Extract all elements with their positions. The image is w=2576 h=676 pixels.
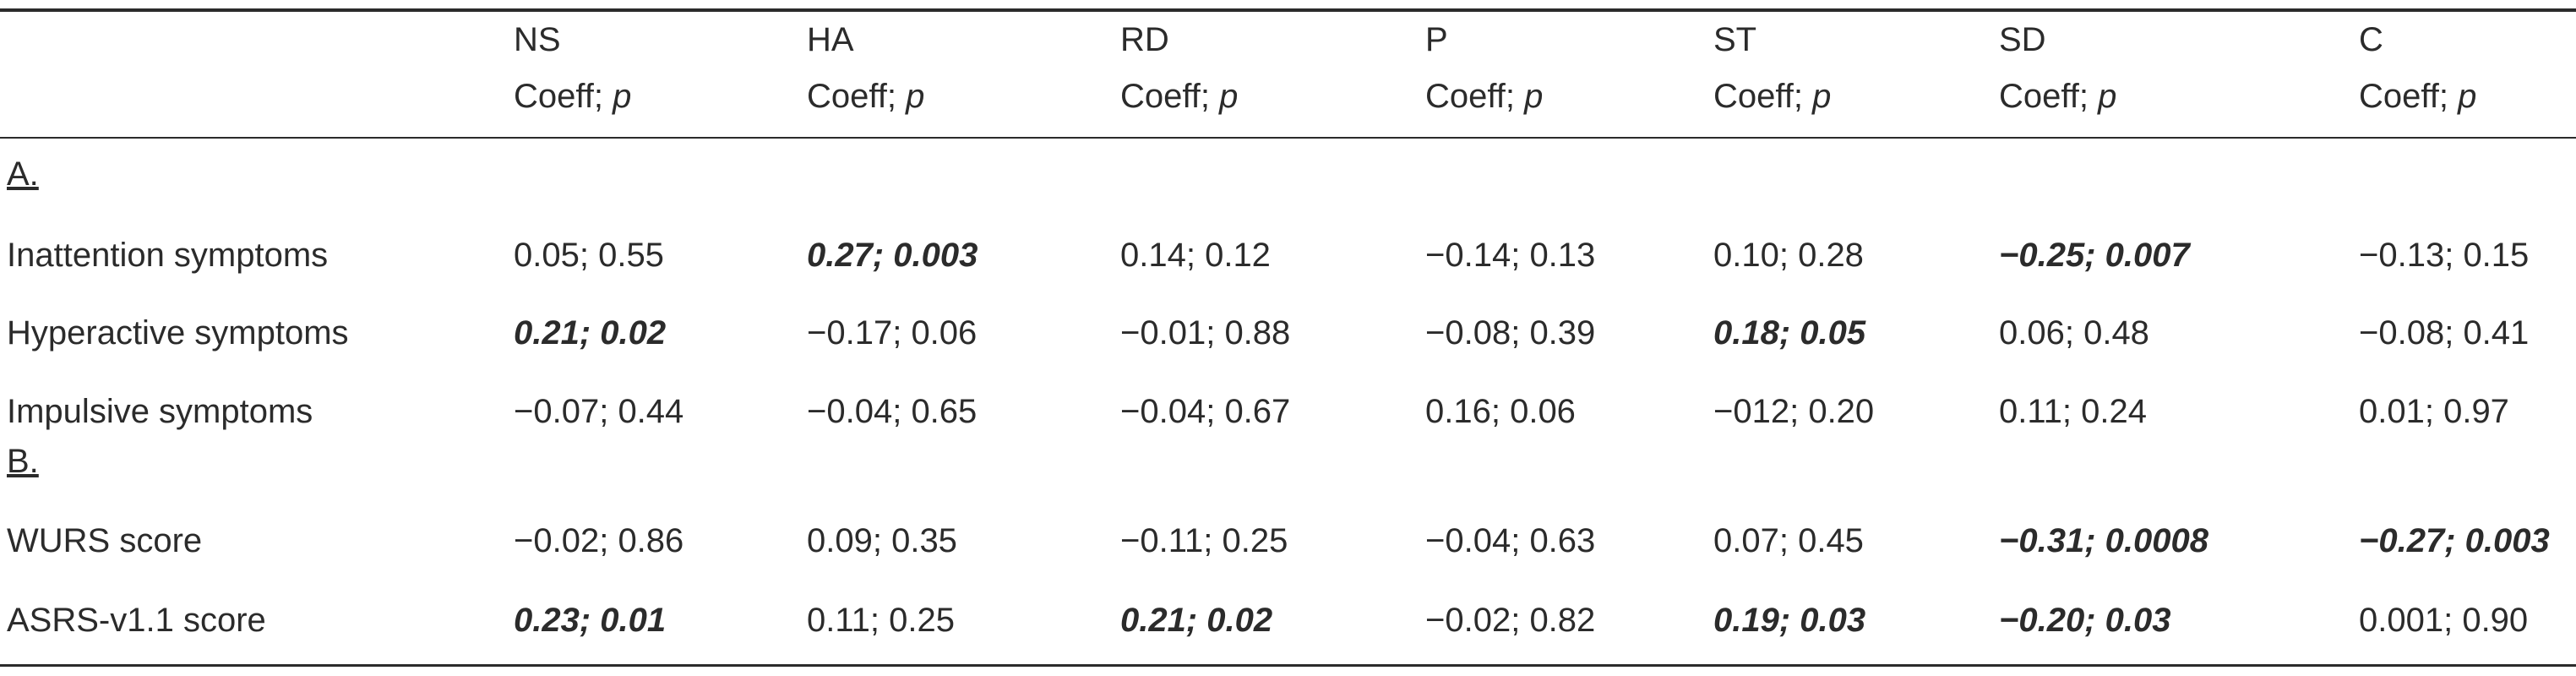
table-cell-c: −0.13; 0.15	[2359, 237, 2530, 274]
column-header-ha: HA	[807, 21, 854, 58]
subheader-coeff-label: Coeff;	[1999, 78, 2099, 115]
table-cell-ns: 0.21; 0.02	[514, 314, 667, 352]
table-cell-sd: −0.20; 0.03	[1999, 602, 2171, 639]
subheader-p-label: p	[1219, 78, 1239, 115]
column-subheader-st: Coeff; p	[1713, 76, 1831, 117]
column-subheader-p: Coeff; p	[1425, 76, 1543, 117]
column-subheader-rd: Coeff; p	[1120, 76, 1238, 117]
subheader-coeff-label: Coeff;	[1425, 78, 1525, 115]
table-cell-st: 0.18; 0.05	[1713, 314, 1866, 352]
table-cell-rd: 0.21; 0.02	[1120, 602, 1273, 639]
table-cell-sd: −0.31; 0.0008	[1999, 522, 2208, 559]
row-label: Impulsive symptoms	[7, 393, 313, 430]
table-cell-st: 0.10; 0.28	[1713, 237, 1864, 274]
table-bottom-rule	[0, 664, 2576, 667]
table-cell-sd: −0.25; 0.007	[1999, 237, 2190, 274]
table-cell-sd: 0.11; 0.24	[1999, 393, 2147, 430]
column-subheader-ns: Coeff; p	[514, 76, 631, 117]
table-cell-st: −012; 0.20	[1713, 393, 1875, 430]
table-cell-ha: 0.11; 0.25	[807, 602, 955, 639]
table-cell-ns: 0.05; 0.55	[514, 237, 664, 274]
table-cell-ns: 0.23; 0.01	[514, 602, 667, 639]
table-cell-p: −0.14; 0.13	[1425, 237, 1596, 274]
table-cell-rd: −0.04; 0.67	[1120, 393, 1291, 430]
column-header-st: ST	[1713, 21, 1757, 58]
row-label: ASRS-v1.1 score	[7, 602, 266, 639]
table-header-rule	[0, 137, 2576, 139]
table-cell-ha: −0.04; 0.65	[807, 393, 978, 430]
table-cell-sd: 0.06; 0.48	[1999, 314, 2149, 352]
row-label: WURS score	[7, 522, 203, 559]
column-header-c: C	[2359, 21, 2383, 58]
table-cell-p: 0.16; 0.06	[1425, 393, 1576, 430]
subheader-coeff-label: Coeff;	[807, 78, 907, 115]
table-cell-p: −0.08; 0.39	[1425, 314, 1596, 352]
table-cell-rd: −0.01; 0.88	[1120, 314, 1291, 352]
table-cell-rd: 0.14; 0.12	[1120, 237, 1271, 274]
column-header-ns: NS	[514, 21, 561, 58]
table-cell-ha: 0.27; 0.003	[807, 237, 978, 274]
table-cell-ha: −0.17; 0.06	[807, 314, 978, 352]
table-cell-c: 0.01; 0.97	[2359, 393, 2509, 430]
table-cell-ns: −0.07; 0.44	[514, 393, 684, 430]
subheader-coeff-label: Coeff;	[1713, 78, 1813, 115]
table-top-rule	[0, 8, 2576, 12]
column-subheader-c: Coeff; p	[2359, 76, 2476, 117]
row-label: Inattention symptoms	[7, 237, 329, 274]
subheader-p-label: p	[2458, 78, 2477, 115]
subheader-p-label: p	[906, 78, 925, 115]
row-label: Hyperactive symptoms	[7, 314, 349, 352]
table-cell-ns: −0.02; 0.86	[514, 522, 684, 559]
table-cell-ha: 0.09; 0.35	[807, 522, 957, 559]
table-cell-c: −0.27; 0.003	[2359, 522, 2550, 559]
subheader-p-label: p	[2098, 78, 2117, 115]
table-cell-st: 0.07; 0.45	[1713, 522, 1864, 559]
section-label: A.	[7, 155, 39, 193]
table-cell-st: 0.19; 0.03	[1713, 602, 1866, 639]
table-cell-rd: −0.11; 0.25	[1120, 522, 1288, 559]
subheader-p-label: p	[613, 78, 632, 115]
subheader-coeff-label: Coeff;	[514, 78, 613, 115]
subheader-p-label: p	[1524, 78, 1544, 115]
subheader-p-label: p	[1812, 78, 1832, 115]
column-header-p: P	[1425, 21, 1448, 58]
column-subheader-ha: Coeff; p	[807, 76, 924, 117]
column-subheader-sd: Coeff; p	[1999, 76, 2116, 117]
section-label: B.	[7, 443, 39, 480]
table-cell-p: −0.04; 0.63	[1425, 522, 1596, 559]
column-header-sd: SD	[1999, 21, 2046, 58]
subheader-coeff-label: Coeff;	[1120, 78, 1220, 115]
subheader-coeff-label: Coeff;	[2359, 78, 2459, 115]
table-cell-p: −0.02; 0.82	[1425, 602, 1596, 639]
table-cell-c: −0.08; 0.41	[2359, 314, 2530, 352]
column-header-rd: RD	[1120, 21, 1169, 58]
table-cell-c: 0.001; 0.90	[2359, 602, 2529, 639]
